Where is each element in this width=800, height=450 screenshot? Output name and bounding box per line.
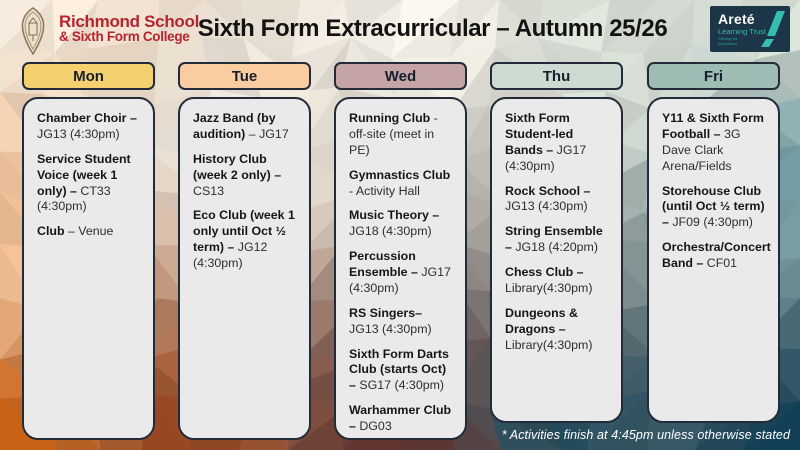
activity-item: Orchestra/Concert Band – CF01 [662, 240, 771, 270]
activity-name: Sixth Form Darts Club (starts Oct) – [349, 346, 449, 393]
activity-item: Chess Club – Library(4:30pm) [505, 265, 593, 295]
day-header-wed: Wed [334, 62, 467, 90]
page-title: Sixth Form Extracurricular – Autumn 25/2… [197, 15, 668, 42]
activity-name: Running Club [349, 111, 431, 125]
activity-item: Jazz Band (by audition) – JG17 [193, 111, 289, 141]
activity-item: String Ensemble – JG18 (4:20pm) [505, 224, 603, 255]
activity-item: History Club (week 2 only) – CS13 [193, 151, 282, 198]
trust-logo-tagline: Striving for Excellence [718, 36, 738, 46]
activity-name: Rock School – [505, 183, 591, 198]
trust-logo-subtitle: Learning Trust [718, 27, 766, 36]
activity-item: Chamber Choir – JG13 (4:30pm) [37, 111, 137, 141]
activity-name: Storehouse Club (until Oct ½ term) – [662, 183, 765, 230]
activity-item: Eco Club (week 1 only until Oct ½ term) … [193, 208, 295, 270]
activity-name: Dungeons & Dragons – [505, 305, 578, 336]
day-header-fri: Fri [647, 62, 780, 90]
school-name: Richmond School & Sixth Form College [59, 13, 199, 44]
day-header-thu: Thu [490, 62, 623, 90]
day-header-tue: Tue [178, 62, 311, 90]
activity-item: Club – Venue [37, 224, 114, 239]
activity-name: Sixth Form Student-led Bands – [505, 111, 574, 157]
activity-item: Music Theory – JG18 (4:30pm) [349, 208, 440, 239]
activity-item: Sixth Form Darts Club (starts Oct) – SG1… [349, 346, 449, 393]
activity-item: Sixth Form Student-led Bands – JG17 (4:3… [505, 111, 587, 173]
activity-item: Gymnastics Club - Activity Hall [349, 167, 451, 198]
school-name-line1: Richmond School [59, 12, 200, 31]
trust-logo: Areté Learning Trust Striving for Excell… [710, 6, 790, 52]
day-card-tue: Jazz Band (by audition) – JG17 History Cl… [178, 97, 311, 440]
activity-item: Storehouse Club (until Oct ½ term) – JF0… [662, 183, 765, 230]
activity-name: Chess Club – [505, 265, 584, 279]
activity-name: History Club (week 2 only) – [193, 151, 282, 182]
day-header-mon: Mon [22, 62, 155, 90]
day-card-fri: Y11 & Sixth Form Football – 3G Dave Clar… [647, 97, 780, 423]
activity-item: Dungeons & Dragons – Library(4:30pm) [505, 305, 593, 352]
trust-logo-name: Areté [718, 11, 755, 27]
trust-logo-a-mark-icon [761, 11, 785, 47]
activity-name: Gymnastics Club [349, 167, 451, 182]
activity-name: Music Theory – [349, 208, 440, 223]
activity-name: Chamber Choir – [37, 111, 137, 125]
activity-item: RS Singers– JG13 (4:30pm) [349, 305, 432, 336]
activity-name: Percussion Ensemble – [349, 249, 418, 279]
day-card-thu: Sixth Form Student-led Bands – JG17 (4:3… [490, 97, 623, 423]
activity-item: Y11 & Sixth Form Football – 3G Dave Clar… [662, 111, 764, 173]
activity-name: Service Student Voice (week 1 only) – [37, 151, 131, 198]
activity-item: Running Club - off-site (meet in PE) [349, 111, 438, 157]
day-card-mon: Chamber Choir – JG13 (4:30pm) Service Stu… [22, 97, 155, 440]
activity-item: Percussion Ensemble – JG17 (4:30pm) [349, 249, 451, 295]
activity-item: Rock School – JG13 (4:30pm) [505, 183, 591, 214]
activity-name: RS Singers– [349, 305, 422, 320]
activity-name: Y11 & Sixth Form Football – [662, 111, 764, 141]
activity-name: Club [37, 224, 65, 239]
footer-note: * Activities finish at 4:45pm unless oth… [501, 428, 790, 442]
activity-item: Service Student Voice (week 1 only) – CT… [37, 151, 131, 214]
activity-name: Orchestra/Concert Band – [662, 240, 771, 270]
activity-name: Warhammer Club – [349, 403, 452, 433]
activity-name: Jazz Band (by audition) [193, 111, 276, 141]
activity-name: String Ensemble – [505, 224, 603, 255]
activity-name: Eco Club (week 1 only until Oct ½ term) … [193, 208, 295, 255]
activity-item: Warhammer Club – DG03 [349, 403, 452, 433]
school-name-line2: & Sixth Form College [59, 29, 190, 45]
school-crest-icon [21, 7, 45, 55]
day-card-wed: Running Club - off-site (meet in PE) Gymn… [334, 97, 467, 440]
